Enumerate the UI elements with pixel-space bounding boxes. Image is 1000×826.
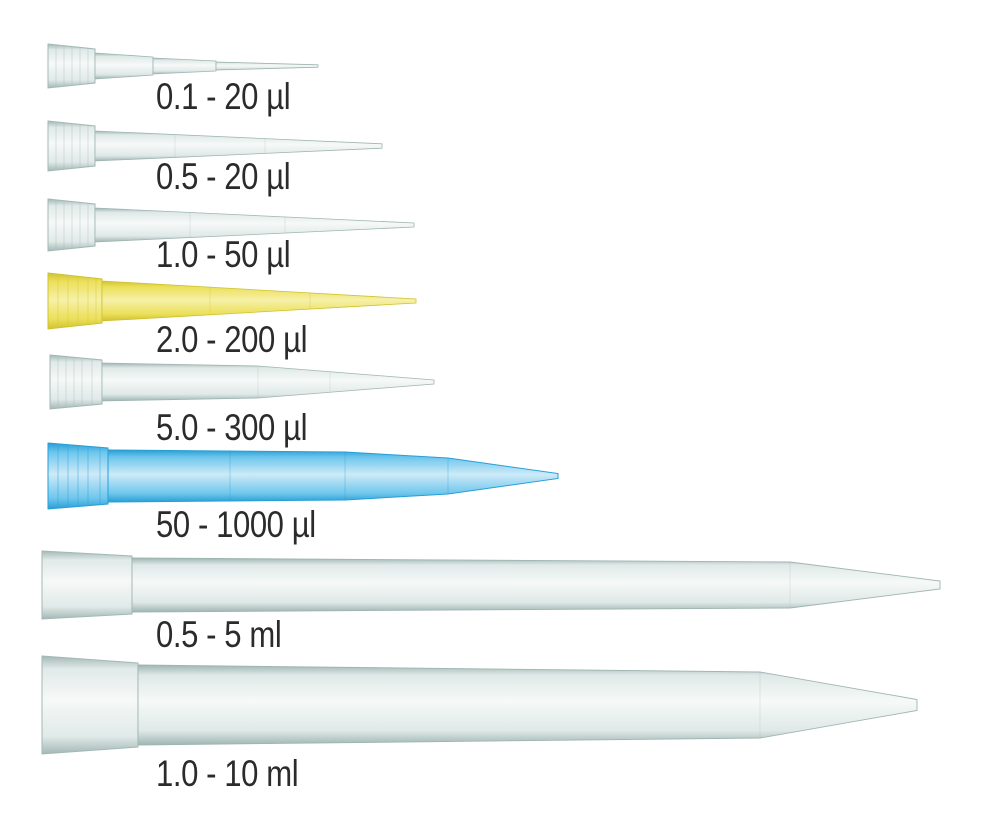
collar-ribs xyxy=(55,46,89,86)
tip-body xyxy=(101,362,435,402)
tip-collar xyxy=(47,442,109,510)
pipette-tip-50-1000ul xyxy=(47,442,559,510)
tip-body xyxy=(152,57,217,75)
tip-body xyxy=(131,557,941,613)
tip-body xyxy=(101,280,417,322)
mold-lines xyxy=(189,212,286,238)
mold-lines xyxy=(229,450,449,502)
collar-ribs xyxy=(55,123,89,169)
mold-lines xyxy=(174,134,266,158)
tip-collar xyxy=(47,120,96,172)
pipette-tip-0-5-20ul xyxy=(47,120,383,172)
volume-label-1-0-50ul: 1.0 - 50 µl xyxy=(156,234,291,275)
tip-collar xyxy=(47,198,96,252)
pipette-tip-5-0-300ul xyxy=(49,354,435,410)
pipette-tip-1-0-50ul xyxy=(47,198,415,252)
tip-collar xyxy=(41,550,133,620)
tip-collar xyxy=(49,354,103,410)
volume-label-2-0-200ul: 2.0 - 200 µl xyxy=(156,319,308,360)
volume-label-1-0-10ml: 1.0 - 10 ml xyxy=(156,753,299,794)
pipette-tip-0-5-5ml xyxy=(41,550,941,620)
collar-ribs xyxy=(57,445,101,507)
collar-ribs xyxy=(55,201,89,249)
volume-label-50-1000ul: 50 - 1000 µl xyxy=(156,504,316,545)
tip-collar xyxy=(41,655,139,755)
tip-body xyxy=(137,664,918,746)
pipette-tip-1-0-10ml xyxy=(41,655,918,755)
volume-label-0-5-20ul: 0.5 - 20 µl xyxy=(156,156,291,197)
pipette-tip-2-0-200ul xyxy=(47,272,417,330)
collar-ribs xyxy=(57,357,93,407)
volume-label-5-0-300ul: 5.0 - 300 µl xyxy=(156,407,308,448)
tip-body xyxy=(94,52,154,80)
volume-label-0-5-5ml: 0.5 - 5 ml xyxy=(156,614,282,655)
pipette-tip-0-1-20ul xyxy=(47,43,319,89)
mold-lines xyxy=(209,287,311,315)
tip-body xyxy=(94,130,383,162)
collar-ribs xyxy=(57,275,97,327)
tip-body xyxy=(107,449,559,503)
volume-label-0-1-20ul: 0.1 - 20 µl xyxy=(156,76,291,117)
tip-collar xyxy=(47,43,96,89)
tip-point xyxy=(215,61,319,71)
mold-lines xyxy=(257,366,331,398)
tip-body xyxy=(94,207,415,243)
tip-collar xyxy=(47,272,103,330)
